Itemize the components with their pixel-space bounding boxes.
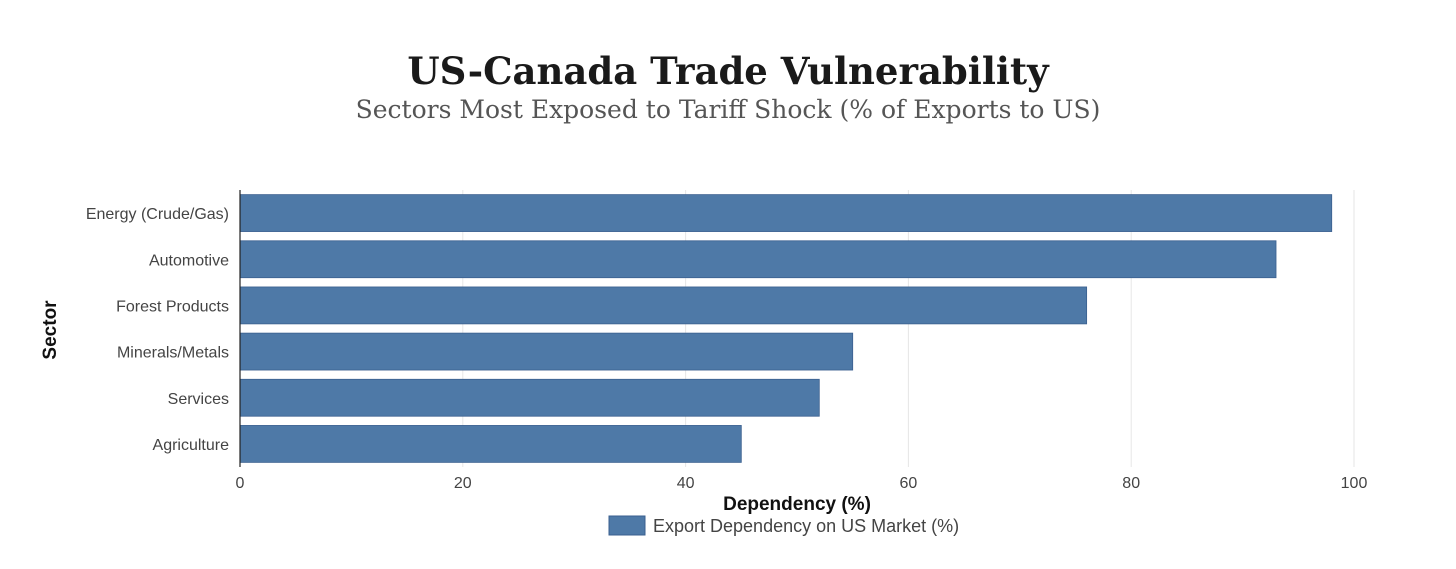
- y-tick-label: Minerals/Metals: [117, 345, 229, 362]
- legend-label: Export Dependency on US Market (%): [653, 516, 959, 536]
- x-tick-label: 60: [900, 475, 918, 492]
- y-tick-label: Energy (Crude/Gas): [86, 206, 229, 223]
- chart-title: US-Canada Trade Vulnerability: [407, 49, 1050, 93]
- tick-labels: 0 20 40 60 80 100 Energy (Crude/Gas) Automotive…: [86, 206, 1368, 492]
- x-tick-label: 20: [454, 475, 472, 492]
- x-tick-label: 40: [677, 475, 695, 492]
- legend: Export Dependency on US Market (%): [608, 515, 959, 536]
- x-tick-label: 0: [236, 475, 245, 492]
- bar: [239, 240, 1277, 279]
- bar: [239, 194, 1333, 232]
- bar: [239, 425, 742, 463]
- gridlines: [462, 190, 1355, 467]
- chart-subtitle: Sectors Most Exposed to Tariff Shock (% …: [356, 95, 1101, 124]
- legend-swatch: [608, 515, 646, 536]
- bar: [239, 332, 854, 371]
- y-tick-label: Automotive: [149, 252, 229, 269]
- bar: [239, 286, 1088, 325]
- bar: [239, 378, 820, 417]
- y-axis-title: Sector: [40, 300, 61, 360]
- x-tick-label: 80: [1122, 475, 1140, 492]
- x-axis-title: Dependency (%): [723, 494, 871, 515]
- y-tick-label: Services: [168, 391, 229, 408]
- x-tick-label: 100: [1341, 475, 1368, 492]
- y-tick-label: Agriculture: [153, 437, 230, 454]
- bars: [239, 194, 1333, 463]
- y-tick-label: Forest Products: [116, 298, 229, 315]
